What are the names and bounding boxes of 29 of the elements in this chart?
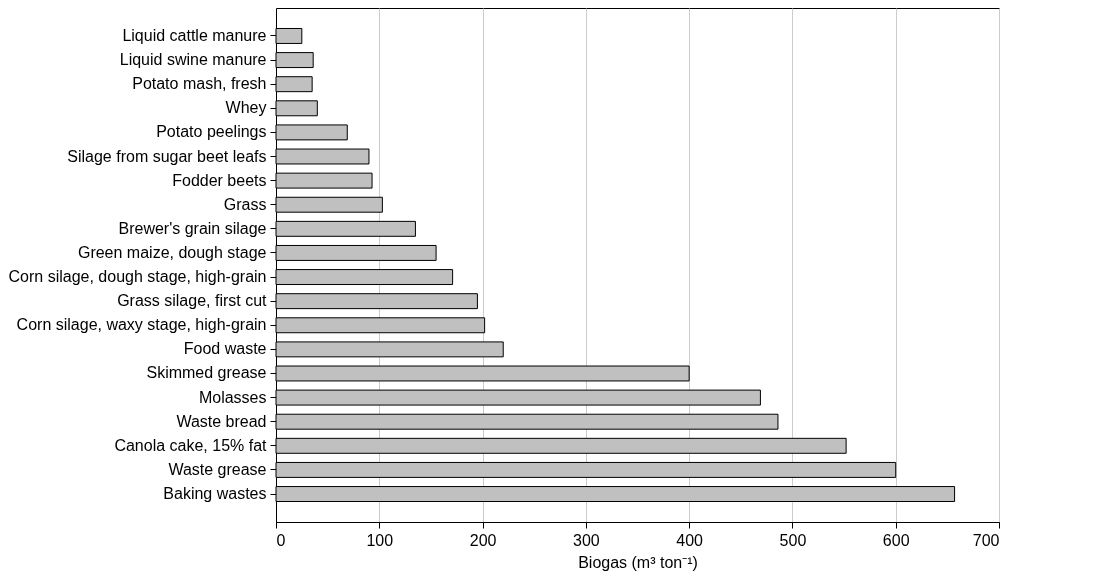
- y-tick-label: Brewer's grain silage: [118, 219, 267, 237]
- y-tick-label: Corn silage, waxy stage, high-grain: [16, 316, 267, 334]
- x-axis-title: Biogas (m³ ton⁻¹): [578, 553, 698, 571]
- y-tick-label: Liquid swine manure: [119, 51, 267, 69]
- x-tick-label: 0: [276, 531, 286, 549]
- y-tick-label: Corn silage, dough stage, high-grain: [8, 268, 267, 286]
- y-tick-label: Food waste: [183, 340, 267, 358]
- y-tick-label: Grass silage, first cut: [117, 292, 268, 310]
- x-tick-label: 700: [972, 531, 1000, 549]
- y-tick-label: Potato peelings: [156, 123, 267, 141]
- x-tick-label: 100: [366, 531, 394, 549]
- y-tick-label: Skimmed grease: [146, 364, 267, 382]
- y-tick-label: Waste grease: [168, 460, 267, 478]
- x-tick-label: 300: [573, 531, 600, 549]
- y-tick-label: Liquid cattle manure: [122, 26, 267, 44]
- y-tick-label: Green maize, dough stage: [77, 243, 267, 261]
- y-tick-label: Grass: [223, 195, 267, 213]
- y-tick-label: Silage from sugar beet leafs: [67, 147, 267, 165]
- x-tick-label: 500: [779, 531, 807, 549]
- y-tick-label: Canola cake, 15% fat: [114, 436, 268, 454]
- y-tick-label: Baking wastes: [163, 485, 267, 503]
- y-tick-label: Potato mash, fresh: [132, 75, 267, 93]
- y-tick-label: Fodder beets: [172, 171, 267, 189]
- x-tick-label: 200: [469, 531, 497, 549]
- y-tick-label: Waste bread: [176, 412, 267, 430]
- y-tick-label: Whey: [225, 99, 267, 117]
- x-tick-label: 400: [676, 531, 704, 549]
- x-tick-label: 600: [882, 531, 910, 549]
- y-tick-label: Molasses: [198, 388, 267, 406]
